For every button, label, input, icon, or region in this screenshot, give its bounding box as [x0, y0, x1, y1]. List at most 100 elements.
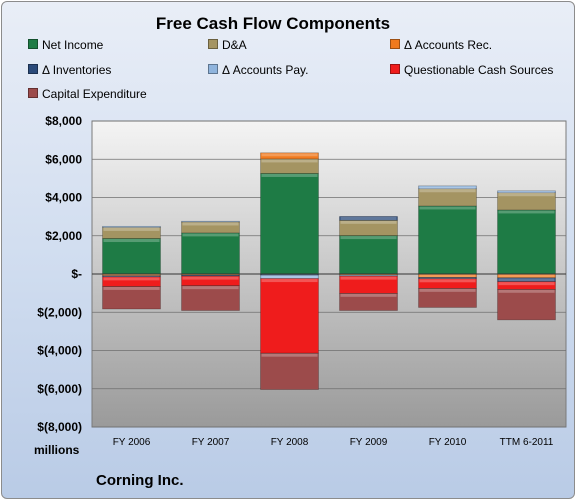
legend-swatch — [28, 39, 38, 49]
y-tick-label: $4,000 — [45, 191, 82, 205]
legend-label: Questionable Cash Sources — [404, 63, 554, 77]
bar-segment — [418, 185, 477, 190]
bar-segment — [418, 205, 477, 275]
bar-segment — [260, 152, 319, 160]
bar-highlight — [261, 275, 318, 279]
bar-highlight — [340, 216, 397, 220]
bar-segment — [102, 286, 161, 310]
bar-segment — [339, 235, 398, 275]
bar-highlight — [498, 274, 555, 278]
bar-highlight — [419, 277, 476, 280]
x-tick-label: FY 2010 — [429, 437, 467, 448]
bar-segment — [418, 188, 477, 207]
bar-highlight — [419, 189, 476, 193]
bar-highlight — [419, 186, 476, 190]
y-tick-label: $2,000 — [45, 229, 82, 243]
y-tick-label: $(4,000) — [37, 344, 82, 358]
bar-segment — [260, 278, 319, 354]
bar-segment — [418, 288, 477, 308]
bar-highlight — [103, 239, 160, 243]
company-name: Corning Inc. — [96, 472, 184, 489]
x-tick-label: FY 2008 — [271, 437, 309, 448]
chart-legend: Net Income D&A Δ Accounts Rec. Δ Invento… — [0, 0, 578, 110]
legend-label: Capital Expenditure — [42, 87, 147, 101]
legend-item-questionable-cash: Questionable Cash Sources — [390, 63, 553, 77]
legend-swatch — [28, 64, 38, 74]
bar-segment — [260, 158, 319, 174]
bar-segment — [497, 288, 556, 321]
bar-highlight — [340, 236, 397, 240]
bar-highlight — [261, 159, 318, 163]
bar-highlight — [261, 173, 318, 177]
legend-item-net-income: Net Income — [28, 38, 103, 52]
bar-segment — [181, 274, 240, 277]
bar-segment — [102, 238, 161, 275]
bar-highlight — [103, 274, 160, 277]
bar-highlight — [419, 288, 476, 292]
bar-segment — [181, 285, 240, 311]
bar-highlight — [103, 276, 160, 278]
legend-item-capex: Capital Expenditure — [28, 87, 147, 101]
bar-segment — [181, 220, 240, 223]
unit-label: millions — [34, 443, 80, 457]
x-tick-label: FY 2007 — [192, 437, 230, 448]
legend-swatch — [208, 39, 218, 49]
legend-swatch — [390, 64, 400, 74]
bar-highlight — [261, 274, 318, 276]
bar-segment — [497, 190, 556, 194]
bar-segment — [260, 173, 319, 275]
bar-highlight — [261, 279, 318, 283]
bar-highlight — [419, 206, 476, 210]
bar-highlight — [498, 289, 555, 293]
bar-segment — [497, 209, 556, 275]
legend-item-inventories: Δ Inventories — [28, 63, 111, 77]
bar-highlight — [103, 277, 160, 281]
x-tick-label: FY 2006 — [113, 437, 151, 448]
bar-segment — [339, 274, 398, 277]
legend-swatch — [208, 64, 218, 74]
bar-highlight — [182, 233, 239, 237]
bar-highlight — [498, 191, 555, 194]
legend-label: Net Income — [42, 38, 104, 52]
bar-highlight — [182, 276, 239, 280]
chart-title: Free Cash Flow Components — [155, 14, 391, 33]
bar-highlight — [103, 227, 160, 231]
bar-segment — [181, 232, 240, 275]
y-tick-label: $6,000 — [45, 152, 82, 166]
bar-highlight — [103, 286, 160, 290]
bar-highlight — [340, 274, 397, 276]
legend-item-accounts-rec: Δ Accounts Rec. — [390, 38, 492, 52]
y-tick-label: $(2,000) — [37, 305, 82, 319]
bar-highlight — [182, 222, 239, 226]
legend-swatch — [390, 39, 400, 49]
legend-label: Δ Accounts Pay. — [222, 63, 309, 77]
bar-segment — [260, 352, 319, 390]
bar-highlight — [182, 274, 239, 276]
bar-highlight — [340, 220, 397, 224]
bar-segment — [339, 216, 398, 221]
bar-highlight — [419, 274, 476, 278]
bar-highlight — [261, 353, 318, 357]
legend-label: Δ Accounts Rec. — [404, 38, 493, 52]
bar-highlight — [103, 226, 160, 228]
legend-label: Δ Inventories — [42, 63, 112, 77]
bar-highlight — [340, 276, 397, 280]
legend-item-d-and-a: D&A — [208, 38, 247, 52]
bar-segment — [339, 293, 398, 311]
bar-highlight — [261, 153, 318, 157]
bar-highlight — [182, 221, 239, 223]
bar-highlight — [340, 293, 397, 297]
y-tick-label: $(8,000) — [37, 420, 82, 434]
y-tick-label: $(6,000) — [37, 382, 82, 396]
bar-segment — [102, 225, 161, 228]
legend-label: D&A — [222, 38, 247, 52]
legend-item-accounts-pay: Δ Accounts Pay. — [208, 63, 309, 77]
bar-highlight — [182, 286, 239, 290]
legend-swatch — [28, 88, 38, 98]
y-tick-label: $- — [71, 267, 82, 281]
bar-highlight — [498, 210, 555, 214]
bar-highlight — [419, 279, 476, 283]
bar-highlight — [498, 282, 555, 286]
x-tick-label: FY 2009 — [350, 437, 388, 448]
